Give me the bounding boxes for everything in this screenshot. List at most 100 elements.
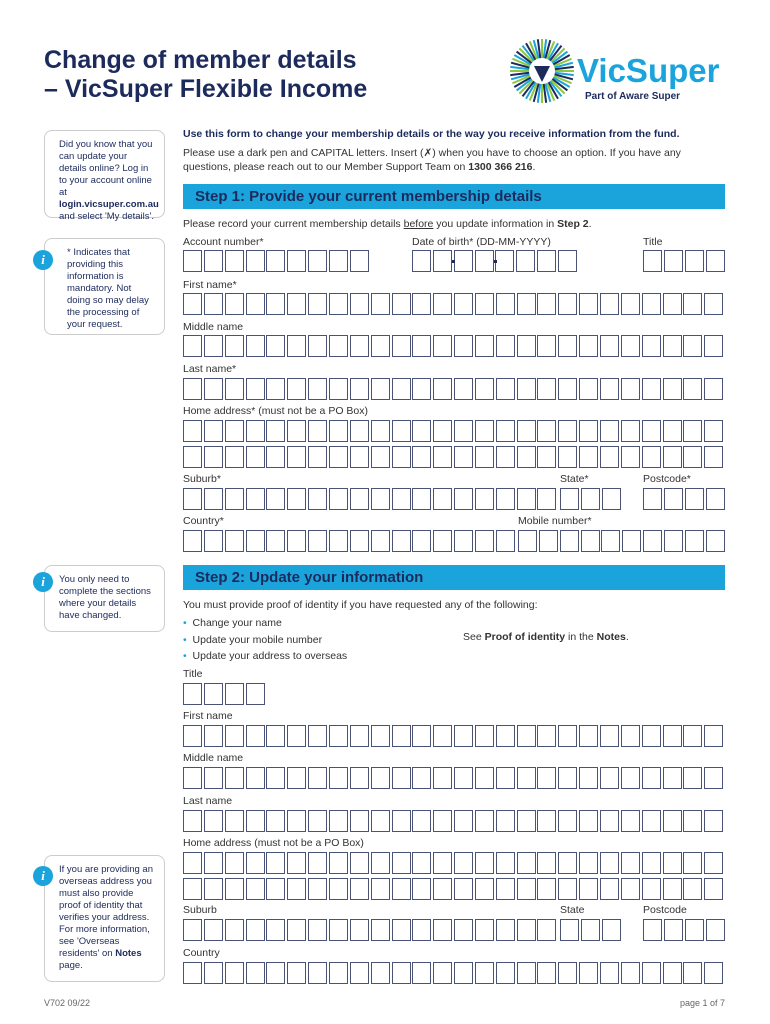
input-box[interactable] — [579, 878, 599, 900]
input-box[interactable] — [683, 293, 703, 315]
input-box[interactable] — [224, 420, 244, 442]
input-box[interactable] — [516, 378, 536, 400]
input-box[interactable] — [600, 962, 619, 984]
input-box[interactable] — [704, 420, 724, 442]
input-box[interactable] — [245, 852, 265, 874]
input-box[interactable] — [203, 852, 223, 874]
input-box[interactable] — [474, 852, 494, 874]
input-box[interactable] — [328, 530, 348, 552]
input-box[interactable] — [412, 335, 432, 357]
input-box[interactable] — [516, 420, 536, 442]
input-box[interactable] — [579, 725, 599, 747]
input-box[interactable] — [600, 378, 619, 400]
input-box[interactable] — [474, 446, 494, 468]
input-box[interactable] — [641, 446, 661, 468]
input-box[interactable] — [662, 810, 682, 832]
input-box[interactable] — [308, 852, 328, 874]
input-box[interactable] — [683, 852, 703, 874]
input-box[interactable] — [641, 293, 661, 315]
input-box[interactable] — [391, 878, 411, 900]
input-box[interactable] — [433, 878, 453, 900]
input-box[interactable] — [266, 767, 286, 789]
input-box[interactable] — [308, 530, 328, 552]
input-box[interactable] — [433, 446, 453, 468]
input-box[interactable] — [641, 962, 661, 984]
input-box[interactable] — [600, 767, 619, 789]
input-box[interactable] — [328, 810, 348, 832]
input-box[interactable] — [203, 250, 223, 272]
input-box[interactable] — [391, 530, 411, 552]
input-box[interactable] — [663, 250, 683, 272]
input-box[interactable] — [183, 852, 202, 874]
input-box[interactable] — [495, 420, 515, 442]
input-box[interactable] — [349, 293, 369, 315]
input-box[interactable] — [558, 335, 578, 357]
input-box[interactable] — [558, 420, 578, 442]
input-box[interactable] — [391, 810, 411, 832]
input-box[interactable] — [370, 488, 390, 510]
input-box[interactable] — [224, 852, 244, 874]
input-box[interactable] — [391, 852, 411, 874]
input-box[interactable] — [683, 378, 703, 400]
input-box[interactable] — [308, 810, 328, 832]
input-box[interactable] — [349, 378, 369, 400]
input-box[interactable] — [537, 293, 557, 315]
input-box[interactable] — [183, 446, 202, 468]
input-box[interactable] — [580, 530, 600, 552]
input-box[interactable] — [328, 878, 348, 900]
input-box[interactable] — [412, 767, 432, 789]
input-box[interactable] — [620, 378, 640, 400]
input-box[interactable] — [704, 378, 724, 400]
input-box[interactable] — [537, 962, 557, 984]
input-box[interactable] — [224, 488, 244, 510]
input-box[interactable] — [266, 530, 286, 552]
input-box[interactable] — [412, 378, 432, 400]
input-box[interactable] — [224, 335, 244, 357]
input-box[interactable] — [266, 293, 286, 315]
input-box[interactable] — [370, 962, 390, 984]
input-box[interactable] — [245, 335, 265, 357]
input-box[interactable] — [287, 488, 307, 510]
input-box[interactable] — [412, 420, 432, 442]
input-box[interactable] — [224, 810, 244, 832]
input-box[interactable] — [683, 446, 703, 468]
input-box[interactable] — [328, 420, 348, 442]
input-box[interactable] — [224, 293, 244, 315]
input-box[interactable] — [203, 420, 223, 442]
input-box[interactable] — [391, 919, 411, 941]
input-box[interactable] — [454, 852, 474, 874]
input-box[interactable] — [183, 250, 202, 272]
input-box[interactable] — [433, 767, 453, 789]
input-box[interactable] — [433, 810, 453, 832]
input-box[interactable] — [580, 488, 600, 510]
input-box[interactable] — [454, 420, 474, 442]
input-box[interactable] — [183, 878, 202, 900]
input-box[interactable] — [704, 852, 724, 874]
input-box[interactable] — [579, 335, 599, 357]
input-box[interactable] — [704, 335, 724, 357]
input-box[interactable] — [412, 852, 432, 874]
input-box[interactable] — [328, 446, 348, 468]
input-box[interactable] — [559, 530, 579, 552]
input-box[interactable] — [266, 335, 286, 357]
input-box[interactable] — [454, 878, 474, 900]
input-box[interactable] — [662, 446, 682, 468]
input-box[interactable] — [558, 852, 578, 874]
input-box[interactable] — [266, 852, 286, 874]
input-box[interactable] — [474, 530, 494, 552]
input-box[interactable] — [391, 725, 411, 747]
input-box[interactable] — [328, 250, 348, 272]
input-box[interactable] — [474, 878, 494, 900]
input-box[interactable] — [537, 852, 557, 874]
input-box[interactable] — [643, 250, 662, 272]
input-box[interactable] — [495, 530, 515, 552]
input-box[interactable] — [287, 378, 307, 400]
input-box[interactable] — [328, 293, 348, 315]
input-box[interactable] — [266, 250, 286, 272]
input-box[interactable] — [600, 293, 619, 315]
input-box[interactable] — [641, 810, 661, 832]
input-box[interactable] — [495, 725, 515, 747]
input-box[interactable] — [308, 919, 328, 941]
input-box[interactable] — [266, 919, 286, 941]
input-box[interactable] — [370, 852, 390, 874]
